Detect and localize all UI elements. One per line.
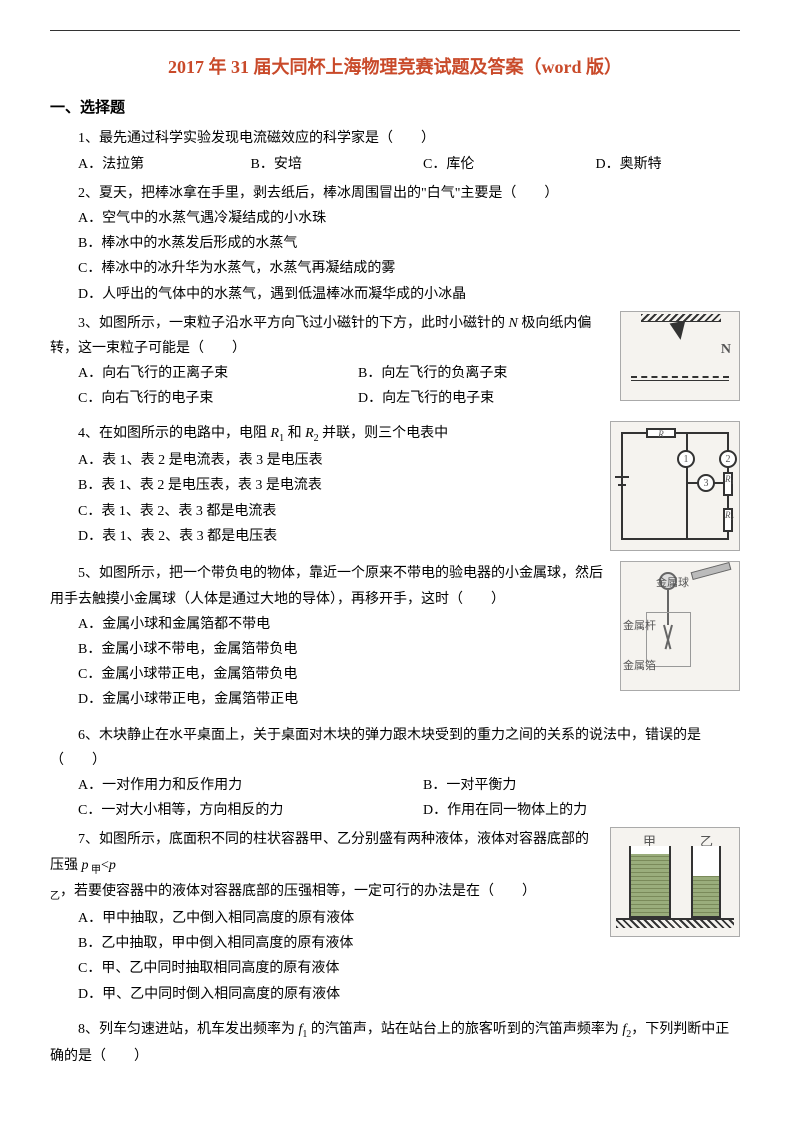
q6-opt-d: D．作用在同一物体上的力 — [395, 798, 740, 823]
top-rule — [50, 30, 740, 31]
q5-opt-a: A．金属小球和金属箔都不带电 — [50, 612, 610, 637]
q5-opt-b: B．金属小球不带电，金属箔带负电 — [50, 637, 610, 662]
q7-text: 7、如图所示，底面积不同的柱状容器甲、乙分别盛有两种液体，液体对容器底部的压强 … — [50, 827, 600, 906]
q1-opt-b: B．安培 — [223, 152, 396, 177]
q2-opt-d: D．人呼出的气体中的水蒸气，遇到低温棒冰而凝华成的小冰晶 — [50, 282, 740, 307]
figure-electroscope: 金属球 金属杆 金属箔 — [620, 561, 740, 691]
q6-opt-c: C．一对大小相等，方向相反的力 — [50, 798, 395, 823]
q1-options: A．法拉第 B．安培 C．库伦 D．奥斯特 — [50, 152, 740, 177]
figure-compass: N — [620, 311, 740, 401]
q4-opt-c: C．表 1、表 2、表 3 都是电流表 — [50, 499, 600, 524]
question-7: 7、如图所示，底面积不同的柱状容器甲、乙分别盛有两种液体，液体对容器底部的压强 … — [50, 827, 740, 1007]
q4-text: 4、在如图所示的电路中，电阻 R1 和 R2 并联，则三个电表中 — [50, 421, 600, 448]
q2-opt-c: C．棒冰中的冰升华为水蒸气，水蒸气再凝结成的雾 — [50, 256, 740, 281]
r2-label: R₂ — [723, 508, 733, 532]
q5-opt-c: C．金属小球带正电，金属箔带负电 — [50, 662, 610, 687]
q7-opt-d: D．甲、乙中同时倒入相同高度的原有液体 — [50, 982, 600, 1007]
question-3: 3、如图所示，一束粒子沿水平方向飞过小磁针的下方，此时小磁针的 N 极向纸内偏转… — [50, 311, 740, 412]
q6-opt-b: B．一对平衡力 — [395, 773, 740, 798]
q5-opt-d: D．金属小球带正电，金属箔带正电 — [50, 687, 610, 712]
q2-opt-a: A．空气中的水蒸气遇冷凝结成的小水珠 — [50, 206, 740, 231]
q3-opt-a: A．向右飞行的正离子束 — [50, 361, 330, 386]
question-1: 1、最先通过科学实验发现电流磁效应的科学家是（ ） A．法拉第 B．安培 C．库… — [50, 126, 740, 176]
section-heading: 一、选择题 — [50, 95, 740, 122]
question-8: 8、列车匀速进站，机车发出频率为 f1 的汽笛声，站在站台上的旅客听到的汽笛声频… — [50, 1017, 740, 1069]
q2-opt-b: B．棒冰中的水蒸发后形成的水蒸气 — [50, 231, 740, 256]
q6-text: 6、木块静止在水平桌面上，关于桌面对木块的弹力跟木块受到的重力之间的关系的说法中… — [50, 723, 740, 773]
q7-opt-a: A．甲中抽取，乙中倒入相同高度的原有液体 — [50, 906, 600, 931]
figure-vessels: 甲 乙 — [610, 827, 740, 937]
q3-opt-c: C．向右飞行的电子束 — [50, 386, 330, 411]
question-4: 4、在如图所示的电路中，电阻 R1 和 R2 并联，则三个电表中 A．表 1、表… — [50, 421, 740, 551]
question-6: 6、木块静止在水平桌面上，关于桌面对木块的弹力跟木块受到的重力之间的关系的说法中… — [50, 723, 740, 824]
q2-text: 2、夏天，把棒冰拿在手里，剥去纸后，棒冰周围冒出的"白气"主要是（ ） — [50, 181, 740, 206]
q3-options: A．向右飞行的正离子束 B．向左飞行的负离子束 C．向右飞行的电子束 D．向左飞… — [50, 361, 610, 411]
question-5: 5、如图所示，把一个带负电的物体，靠近一个原来不带电的验电器的小金属球，然后用手… — [50, 561, 740, 712]
q7-opt-c: C．甲、乙中同时抽取相同高度的原有液体 — [50, 956, 600, 981]
r1-label: R₁ — [723, 472, 733, 496]
question-2: 2、夏天，把棒冰拿在手里，剥去纸后，棒冰周围冒出的"白气"主要是（ ） A．空气… — [50, 181, 740, 307]
q7-opt-b: B．乙中抽取，甲中倒入相同高度的原有液体 — [50, 931, 600, 956]
q1-text: 1、最先通过科学实验发现电流磁效应的科学家是（ ） — [50, 126, 740, 151]
q1-opt-d: D．奥斯特 — [568, 152, 741, 177]
q1-opt-a: A．法拉第 — [50, 152, 223, 177]
q8-text: 8、列车匀速进站，机车发出频率为 f1 的汽笛声，站在站台上的旅客听到的汽笛声频… — [50, 1017, 740, 1069]
q4-opt-d: D．表 1、表 2、表 3 都是电压表 — [50, 524, 600, 549]
document-title: 2017 年 31 届大同杯上海物理竞赛试题及答案（word 版） — [50, 51, 740, 83]
q5-text: 5、如图所示，把一个带负电的物体，靠近一个原来不带电的验电器的小金属球，然后用手… — [50, 561, 610, 611]
figure-circuit: R 1 2 3 R₁ R₂ — [610, 421, 740, 551]
q4-opt-a: A．表 1、表 2 是电流表，表 3 是电压表 — [50, 448, 600, 473]
q3-opt-b: B．向左飞行的负离子束 — [330, 361, 610, 386]
q4-opt-b: B．表 1、表 2 是电压表，表 3 是电流表 — [50, 473, 600, 498]
q3-text: 3、如图所示，一束粒子沿水平方向飞过小磁针的下方，此时小磁针的 N 极向纸内偏转… — [50, 311, 610, 361]
q6-options: A．一对作用力和反作用力 B．一对平衡力 C．一对大小相等，方向相反的力 D．作… — [50, 773, 740, 823]
q3-opt-d: D．向左飞行的电子束 — [330, 386, 610, 411]
q6-opt-a: A．一对作用力和反作用力 — [50, 773, 395, 798]
q1-opt-c: C．库伦 — [395, 152, 568, 177]
